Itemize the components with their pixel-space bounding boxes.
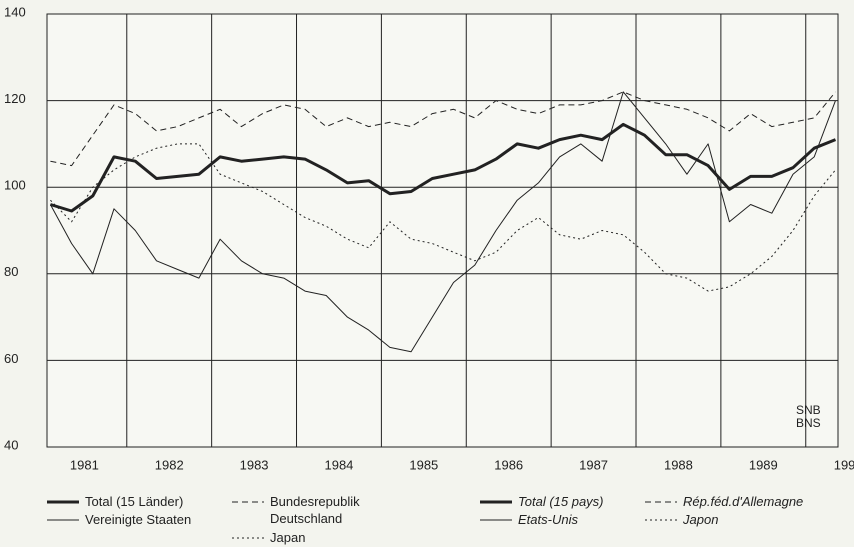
y-tick-label: 120 (4, 91, 26, 106)
x-tick-label: 1989 (749, 457, 778, 472)
series-line (49, 91, 836, 353)
x-tick-label: 1981 (70, 457, 99, 472)
legend-entry: Bundesrepublik Deutschland (232, 493, 380, 527)
legend-swatch (47, 519, 79, 521)
legend-label: Bundesrepublik Deutschland (270, 494, 360, 526)
x-tick-label: 1988 (664, 457, 693, 472)
series-line (50, 143, 836, 292)
x-tick-label: 1990 (834, 457, 854, 472)
legend-label: Rép.féd.d'Allemagne (683, 494, 804, 509)
series-line (50, 91, 836, 167)
legend-label: Total (15 Länder) (85, 494, 184, 509)
legend-entry: Japan (232, 529, 380, 546)
legend-entry: Vereinigte Staaten (47, 511, 195, 528)
legend-swatch (645, 519, 677, 521)
legend-entry: Japon (645, 511, 793, 528)
y-tick-label: 80 (4, 264, 18, 279)
legend-label: Japon (683, 512, 719, 527)
plot-area (46, 13, 839, 448)
legend-swatch (232, 501, 264, 503)
x-tick-label: 1984 (324, 457, 353, 472)
logo-text: SNB (796, 403, 821, 417)
legend-swatch (480, 500, 512, 504)
x-tick-label: 1985 (409, 457, 438, 472)
logo: SNB BNS (796, 404, 821, 430)
legend-label: Etats-Unis (518, 512, 578, 527)
y-tick-label: 60 (4, 351, 18, 366)
series-line (49, 122, 837, 213)
x-tick-label: 1983 (240, 457, 269, 472)
x-tick-label: 1987 (579, 457, 608, 472)
y-tick-label: 40 (4, 437, 18, 452)
logo-text: BNS (796, 416, 821, 430)
legend-swatch (232, 537, 264, 539)
legend-entry: Rép.féd.d'Allemagne (645, 493, 804, 510)
y-tick-label: 140 (4, 4, 26, 19)
legend-label: Total (15 pays) (518, 494, 604, 509)
legend-swatch (645, 501, 677, 503)
legend-entry: Etats-Unis (480, 511, 628, 528)
legend-label: Vereinigte Staaten (85, 512, 192, 527)
legend-entry: Total (15 Länder) (47, 493, 195, 510)
legend-swatch (47, 500, 79, 504)
y-tick-label: 100 (4, 178, 26, 193)
x-tick-label: 1982 (155, 457, 184, 472)
x-tick-label: 1986 (494, 457, 523, 472)
legend-label: Japan (270, 530, 306, 545)
legend-swatch (480, 519, 512, 521)
legend-entry: Total (15 pays) (480, 493, 628, 510)
